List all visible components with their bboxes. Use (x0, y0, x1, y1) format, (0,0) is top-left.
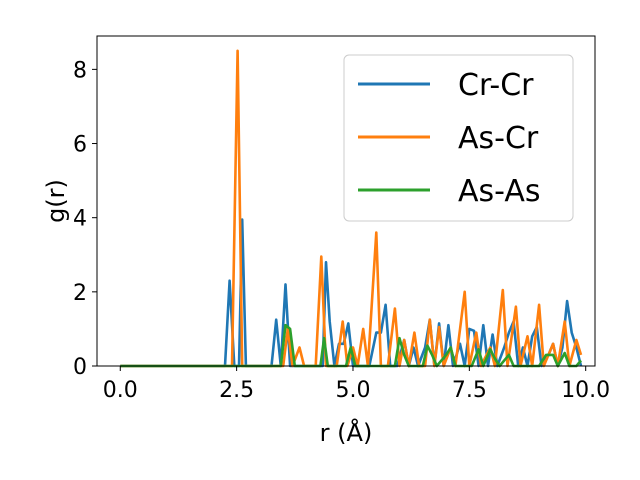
y-axis: 0 2 4 6 8 (73, 58, 97, 380)
y-axis-label: g(r) (42, 179, 70, 223)
legend-label: Cr-Cr (458, 68, 534, 103)
series-layer (120, 49, 583, 368)
x-axis: 0.0 2.5 5.0 7.5 10.0 (103, 366, 610, 403)
y-tick-label: 8 (73, 58, 87, 83)
x-tick-label: 5.0 (335, 378, 370, 403)
legend-label: As-As (458, 174, 540, 209)
x-tick-label: 7.5 (452, 378, 487, 403)
legend-box (343, 54, 574, 222)
y-tick-label: 6 (73, 133, 87, 158)
legend: Cr-Cr As-Cr As-As (343, 54, 574, 222)
y-tick-label: 0 (73, 355, 87, 380)
x-tick-label: 0.0 (103, 378, 138, 403)
y-tick-label: 4 (73, 207, 87, 232)
y-tick-label: 2 (73, 281, 87, 306)
x-tick-label: 10.0 (561, 378, 610, 403)
series-line-as-as (120, 323, 583, 368)
plot-frame (96, 35, 596, 367)
legend-label: As-Cr (458, 121, 539, 156)
x-tick-label: 2.5 (219, 378, 254, 403)
series-line-as-cr (120, 49, 583, 368)
x-axis-label: r (Å) (320, 418, 373, 447)
